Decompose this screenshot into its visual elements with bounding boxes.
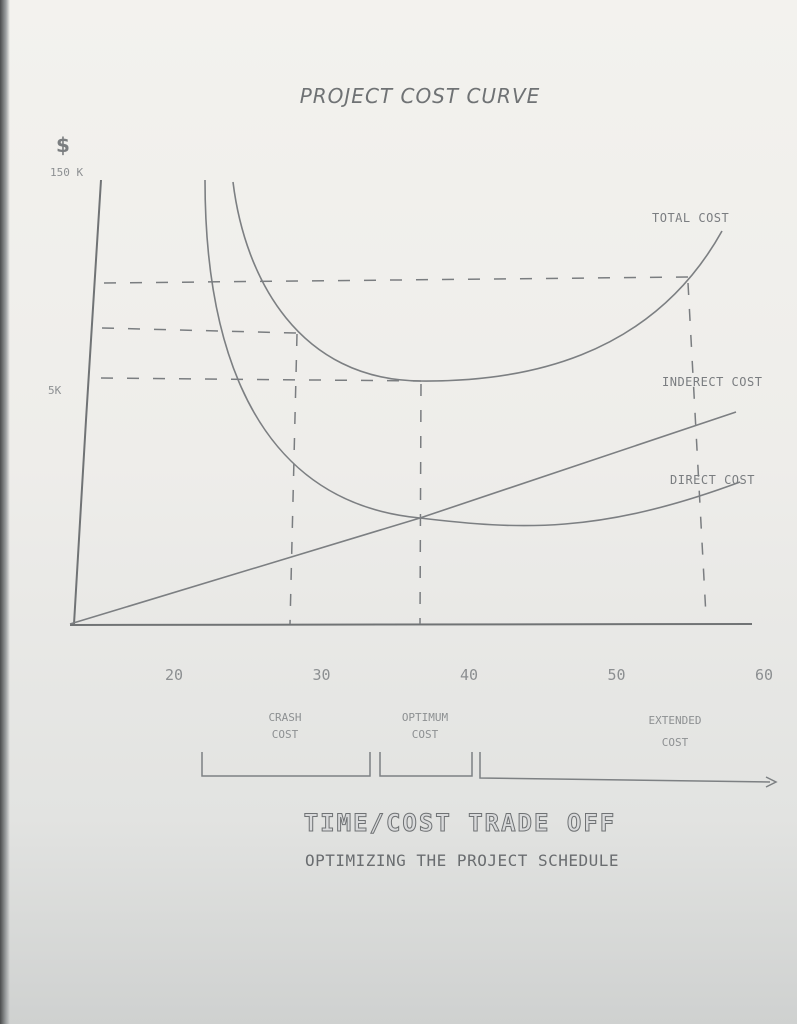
annotation-optimum-line2: COST [412,728,439,741]
dashed-line-crash-level [101,327,297,334]
bracket-extended [479,752,771,783]
x-tick-label-60: 60 [755,666,773,684]
series-label-direct-cost: DIRECT COST [670,473,755,487]
annotation-optimum-line1: OPTIMUM [402,711,449,724]
x-tick-label-20: 20 [165,666,183,684]
x-axis-line [69,623,753,626]
total-cost-curve [232,181,723,382]
inderect-cost-curve [204,179,741,527]
arrow-head-extended [765,776,778,788]
direct-cost-line [69,411,737,625]
x-tick-label-30: 30 [312,666,330,684]
annotation-crash-line1: CRASH [268,711,301,724]
x-tick-label-50: 50 [607,666,625,684]
dashed-line-optimum-vertical [419,383,422,625]
x-tick-labels: 20 30 40 50 60 [165,666,773,684]
footer-title: TIME/COST TRADE OFF [304,809,617,837]
y-tick-label-150k: 150 K [50,166,83,179]
chart-title: PROJECT COST CURVE [300,84,541,108]
annotation-extended-line1: EXTENDED [649,714,702,727]
bracket-crash [201,752,371,777]
series-label-inderect-cost: INDERECT COST [662,375,762,389]
annotation-crash-line2: COST [272,728,299,741]
bracket-optimum [379,752,473,777]
y-axis-label-dollar: $ [56,133,70,157]
annotation-extended-line2: COST [662,736,689,749]
page-edge-shadow [0,0,10,1024]
paper-sheet [4,0,797,1024]
footer-subtitle: OPTIMIZING THE PROJECT SCHEDULE [305,851,619,870]
dashed-line-crash-vertical [289,333,298,625]
dashed-line-extended-vertical [687,282,707,617]
series-label-total-cost: TOTAL COST [652,211,729,225]
x-tick-label-40: 40 [460,666,478,684]
y-tick-label-5k: 5K [48,384,62,397]
y-axis-line [73,179,102,625]
dashed-line-total-peak [103,276,689,284]
dashed-line-optimum-level [100,377,422,382]
